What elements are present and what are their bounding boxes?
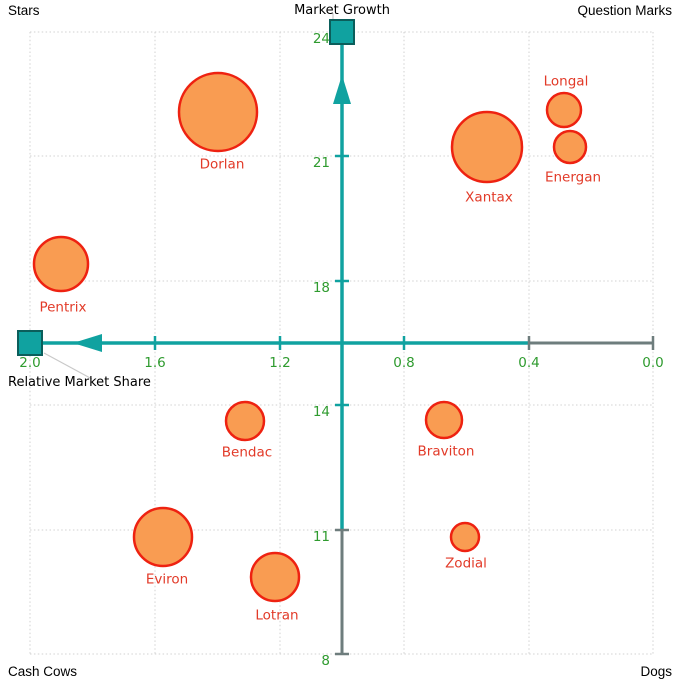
bubble-label-eviron: Eviron: [146, 572, 188, 588]
x-axis-title: Relative Market Share: [8, 375, 151, 390]
bubble-energan: [552, 129, 588, 165]
bubble-pentrix: [32, 235, 90, 293]
y-tick-label: 18: [313, 280, 330, 296]
x-tick-label: 0.8: [393, 355, 414, 371]
bubble-label-pentrix: Pentrix: [39, 300, 86, 316]
x-tick-label: 1.2: [269, 355, 290, 371]
quadrant-label-stars: Stars: [8, 3, 40, 18]
y-axis-end-square: [329, 19, 355, 45]
x-axis-title-leader-line: [43, 352, 93, 380]
x-tick-label: 0.0: [642, 355, 663, 371]
bubble-dorlan: [177, 71, 259, 153]
bubble-eviron: [132, 506, 194, 568]
bubble-xantax: [450, 110, 524, 184]
x-tick-label: 1.6: [144, 355, 165, 371]
quadrant-label-question-marks: Question Marks: [577, 3, 672, 18]
bubble-longal: [545, 91, 583, 129]
bubble-label-longal: Longal: [544, 74, 589, 90]
bubble-label-bendac: Bendac: [222, 445, 272, 461]
bubble-bendac: [224, 400, 266, 442]
x-tick-label: 2.0: [19, 355, 40, 371]
y-axis-title: Market Growth: [294, 3, 390, 18]
bubble-label-zodial: Zodial: [445, 556, 487, 572]
y-tick-label: 8: [321, 653, 330, 669]
x-axis-end-square: [17, 330, 43, 356]
y-tick-label: 14: [313, 404, 330, 420]
bubble-label-braviton: Braviton: [418, 444, 475, 460]
quadrant-label-dogs: Dogs: [640, 664, 672, 679]
quadrant-label-cash-cows: Cash Cows: [8, 664, 78, 679]
bubble-label-dorlan: Dorlan: [200, 157, 245, 173]
bubble-label-lotran: Lotran: [255, 608, 298, 624]
x-axis-arrowhead-icon: [73, 334, 102, 352]
x-tick-label: 0.4: [518, 355, 539, 371]
y-axis-arrowhead-icon: [333, 75, 351, 104]
y-tick-label: 24: [313, 31, 330, 47]
bubble-zodial: [449, 521, 481, 553]
y-tick-label: 11: [313, 529, 330, 545]
bubble-label-xantax: Xantax: [465, 190, 513, 206]
bubble-lotran: [249, 551, 301, 603]
bubble-braviton: [424, 400, 464, 440]
y-tick-label: 21: [313, 155, 330, 171]
bubble-label-energan: Energan: [545, 170, 601, 186]
